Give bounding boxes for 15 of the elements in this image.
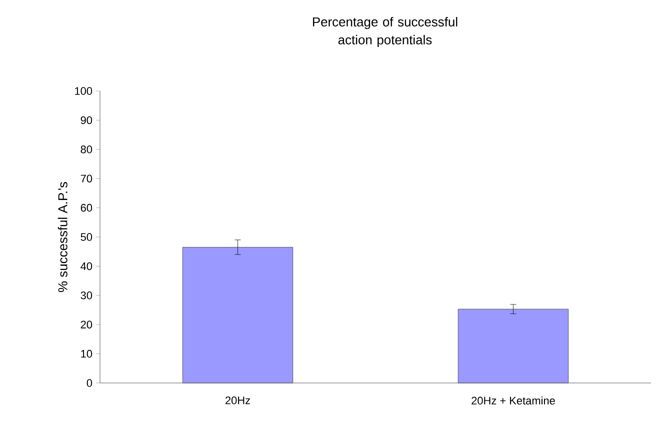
y-tick-label: 30 bbox=[80, 292, 92, 300]
y-tick-label: 70 bbox=[80, 174, 92, 182]
y-axis-title: % successful A.P.'s bbox=[58, 182, 68, 292]
y-tick-label: 60 bbox=[80, 204, 92, 212]
y-tick-label: 10 bbox=[81, 350, 92, 358]
y-tick-label: 20 bbox=[80, 320, 92, 328]
chart-title: Percentage of successful action potentials bbox=[312, 16, 458, 47]
y-tick-label: 50 bbox=[80, 233, 92, 241]
y-tick-label: 100 bbox=[75, 87, 92, 95]
y-tick-label: 90 bbox=[80, 116, 92, 124]
y-tick-label: 0 bbox=[86, 379, 92, 387]
y-tick-label: 80 bbox=[80, 146, 92, 154]
x-tick-label: 20Hz + Ketamine bbox=[472, 396, 555, 405]
x-tick-label: 20Hz bbox=[226, 396, 250, 404]
y-tick-label: 40 bbox=[80, 262, 92, 270]
